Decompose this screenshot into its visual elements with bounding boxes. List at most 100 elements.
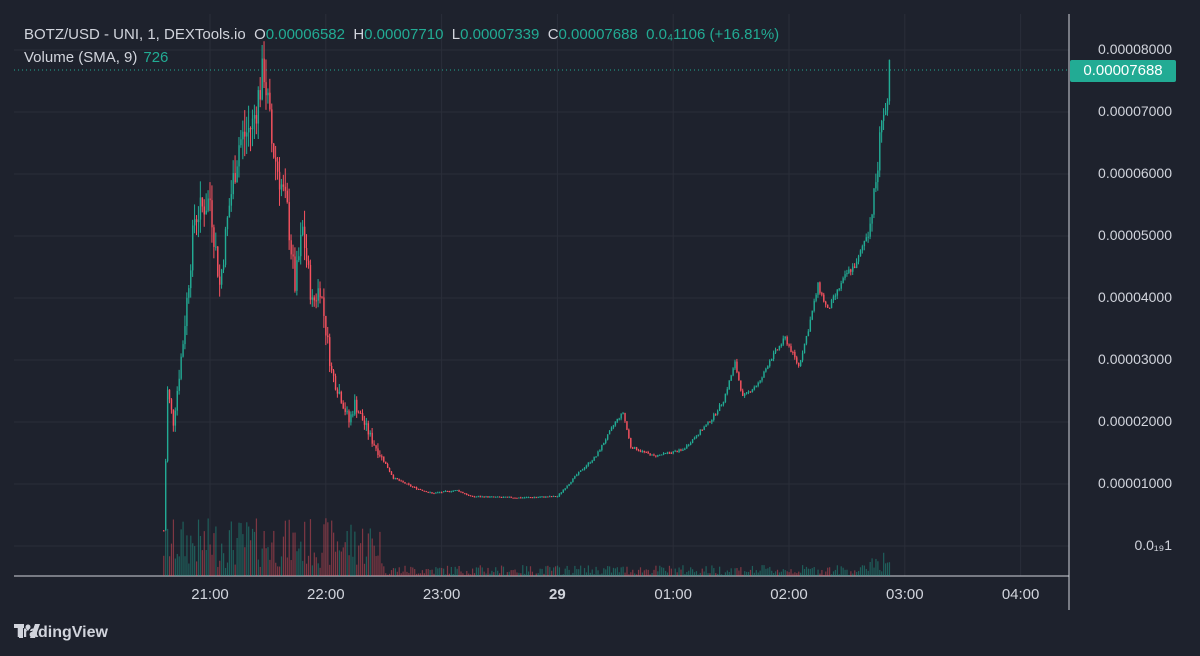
candle-body bbox=[332, 370, 335, 376]
volume-bar bbox=[165, 524, 167, 576]
candle-body bbox=[469, 495, 472, 497]
volume-bar bbox=[560, 574, 562, 576]
candle-body bbox=[713, 414, 715, 420]
volume-bar bbox=[564, 568, 566, 576]
volume-bar bbox=[475, 567, 478, 576]
volume-bar bbox=[277, 566, 279, 576]
candle-body bbox=[441, 492, 443, 494]
candle-body bbox=[244, 131, 246, 137]
volume-bar bbox=[877, 561, 879, 576]
candle-body bbox=[857, 256, 860, 262]
candle-body bbox=[788, 344, 790, 347]
volume-bar bbox=[410, 566, 412, 576]
candle-body bbox=[280, 184, 283, 190]
volume-bar bbox=[172, 519, 175, 576]
candle-body bbox=[761, 377, 763, 381]
volume-bar bbox=[881, 571, 883, 576]
volume-bar bbox=[823, 574, 825, 576]
volume-bar bbox=[292, 532, 294, 576]
volume-bar bbox=[578, 569, 580, 576]
candle-body bbox=[319, 288, 321, 298]
volume-bar bbox=[240, 523, 242, 576]
volume-bar bbox=[612, 567, 615, 576]
candle-body bbox=[230, 194, 233, 206]
volume-bar bbox=[499, 573, 501, 576]
volume-bar bbox=[850, 571, 852, 576]
candle-body bbox=[300, 234, 302, 257]
candle-body bbox=[782, 338, 785, 345]
candle-body bbox=[751, 389, 754, 393]
volume-bar bbox=[406, 571, 408, 576]
tradingview-brand[interactable]: TradingView bbox=[14, 624, 108, 642]
candle-body bbox=[307, 260, 310, 265]
candle-body bbox=[344, 408, 346, 412]
volume-bar bbox=[267, 547, 269, 576]
volume-bar bbox=[491, 570, 493, 576]
volume-bar bbox=[416, 573, 418, 576]
candle-body bbox=[581, 469, 584, 471]
volume-bar bbox=[798, 571, 800, 576]
candle-body bbox=[261, 58, 263, 100]
volume-bar bbox=[734, 568, 736, 576]
candle-body bbox=[653, 454, 655, 456]
candle-body bbox=[593, 457, 595, 461]
candle-body bbox=[798, 362, 800, 366]
volume-bar bbox=[632, 569, 634, 576]
volume-bar bbox=[419, 573, 422, 576]
volume-bar bbox=[257, 559, 259, 576]
symbol-title[interactable]: BOTZ/USD - UNI, 1, DEXTools.io bbox=[24, 26, 246, 43]
candle-body bbox=[659, 454, 661, 456]
candle-body bbox=[778, 346, 781, 350]
volume-bar bbox=[719, 566, 721, 576]
volume-bar bbox=[865, 568, 867, 576]
candle-body bbox=[661, 454, 663, 456]
candle-body bbox=[707, 421, 709, 425]
volume-label[interactable]: Volume (SMA, 9) bbox=[24, 49, 138, 66]
volume-bar bbox=[589, 572, 591, 576]
volume-bar bbox=[857, 571, 860, 576]
volume-bar bbox=[450, 566, 452, 576]
candle-body bbox=[790, 346, 792, 352]
candle-body bbox=[415, 487, 418, 489]
candle-body bbox=[504, 496, 507, 498]
candle-body bbox=[774, 349, 777, 353]
volume-bar bbox=[201, 550, 203, 576]
y-tick-label: 0.00007000 bbox=[1098, 103, 1172, 119]
volume-bar bbox=[194, 546, 196, 576]
volume-bar bbox=[651, 572, 653, 576]
candle-body bbox=[738, 372, 740, 381]
candle-body bbox=[763, 371, 765, 378]
volume-value: 726 bbox=[143, 49, 169, 66]
candle-body bbox=[450, 491, 453, 493]
candle-body bbox=[479, 496, 481, 498]
volume-bar bbox=[827, 567, 829, 576]
volume-bar bbox=[317, 563, 319, 576]
volume-bar bbox=[487, 567, 489, 576]
volume-bar bbox=[869, 561, 871, 576]
candle-body bbox=[506, 496, 509, 498]
volume-bar bbox=[394, 568, 396, 576]
candle-body bbox=[772, 352, 775, 359]
candle-body bbox=[522, 497, 524, 499]
volume-bar bbox=[404, 565, 406, 576]
volume-bar bbox=[329, 564, 331, 576]
candle-body bbox=[290, 240, 292, 255]
candle-body bbox=[637, 450, 640, 452]
volume-bar bbox=[829, 567, 831, 576]
volume-bar bbox=[618, 572, 620, 576]
candle-body bbox=[442, 491, 445, 493]
candle-body bbox=[473, 496, 476, 498]
x-tick-label: 01:00 bbox=[654, 586, 692, 603]
x-tick-label: 22:00 bbox=[307, 586, 345, 603]
volume-bar bbox=[508, 571, 510, 576]
volume-bar bbox=[601, 573, 603, 576]
candle-body bbox=[363, 420, 366, 425]
volume-bar bbox=[815, 574, 817, 576]
candle-body bbox=[740, 380, 742, 391]
candle-body bbox=[392, 474, 395, 479]
candle-body bbox=[634, 447, 636, 449]
volume-bar bbox=[664, 570, 667, 576]
candle-body bbox=[375, 445, 377, 449]
